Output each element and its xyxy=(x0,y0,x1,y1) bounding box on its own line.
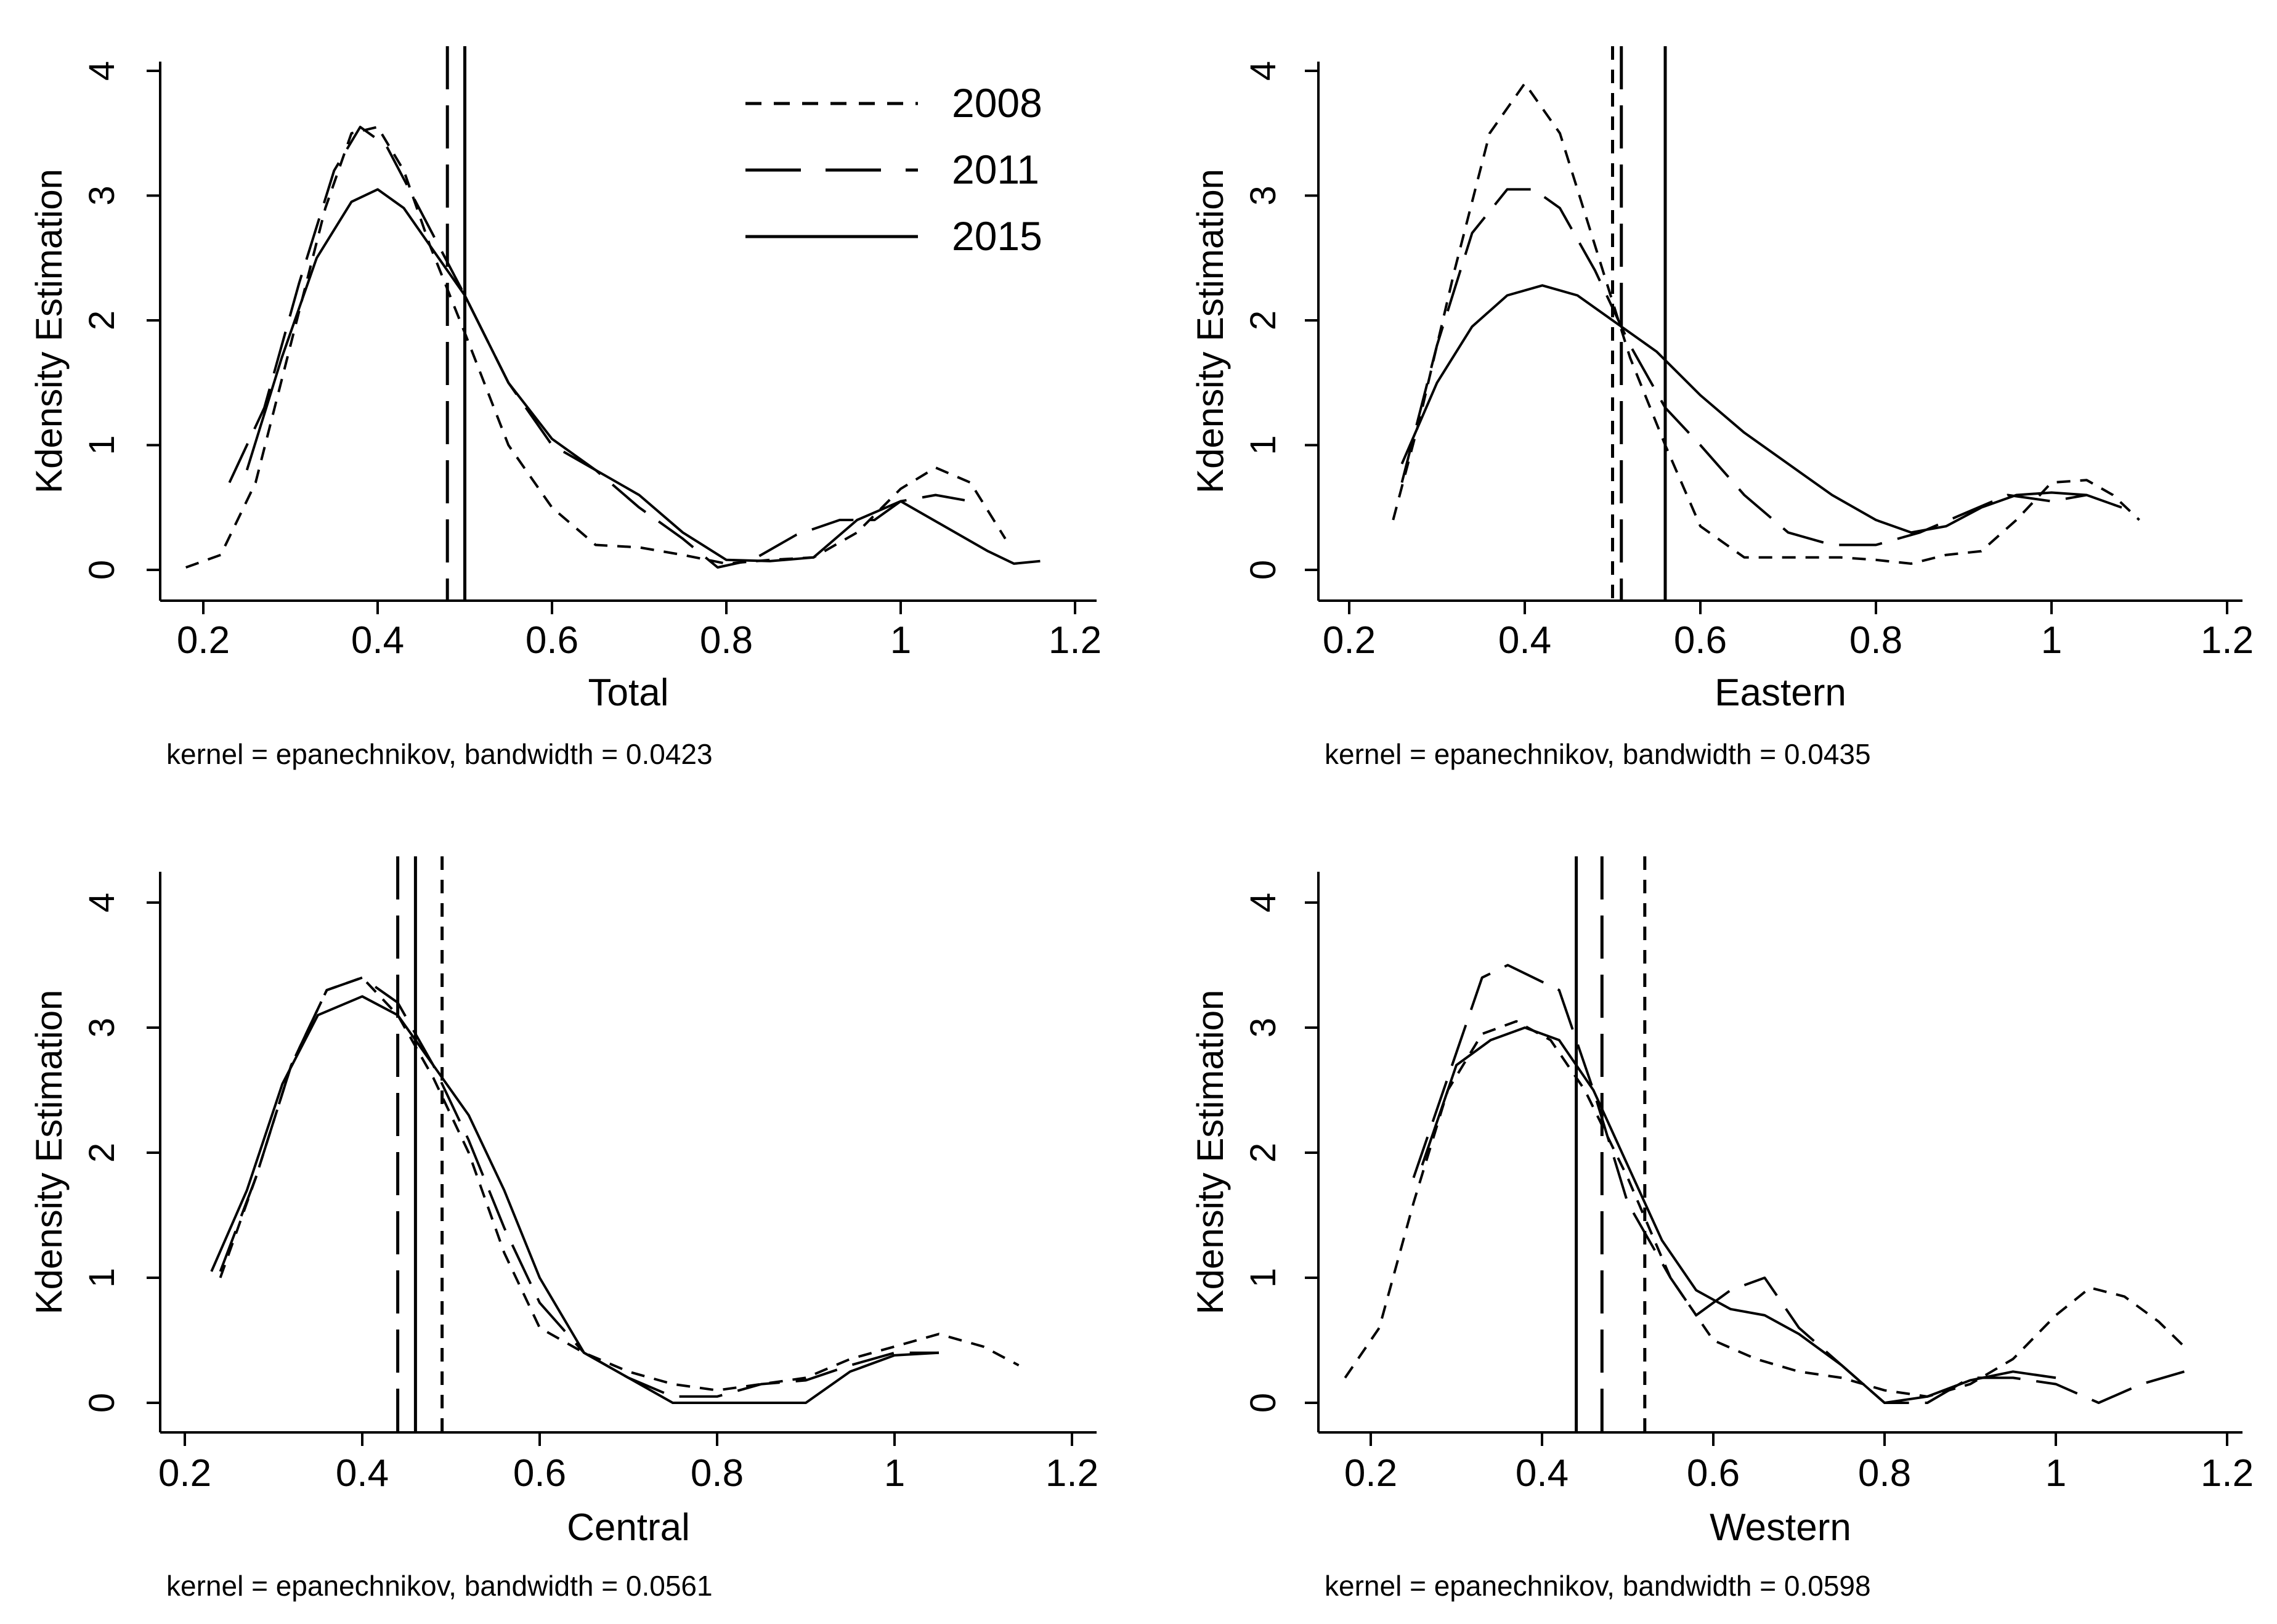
y-tick-label: 3 xyxy=(82,1018,122,1037)
series-line-2015 xyxy=(1400,284,2122,534)
y-tick-label: 4 xyxy=(82,893,122,912)
x-tick-label: 1.2 xyxy=(1045,1452,1098,1495)
y-tick-label: 4 xyxy=(1243,893,1283,912)
y-tick-label: 4 xyxy=(82,61,122,81)
panel-top-left: 0 1 2 3 4 0.2 0.4 0.6 0.8 1 1.2 Total Kdensity Estim… xyxy=(28,46,1102,770)
x-tick-label: 0.2 xyxy=(158,1452,211,1495)
y-tick-label: 0 xyxy=(1243,1393,1283,1413)
x-tick-label: 0.4 xyxy=(336,1452,389,1495)
series-line-2008 xyxy=(1344,1020,2185,1398)
y-axis-title: Kdensity Estimation xyxy=(28,169,70,493)
series-line-2011 xyxy=(228,126,971,569)
y-tick-label: 0 xyxy=(82,560,122,580)
legend-label-2015: 2015 xyxy=(952,213,1042,259)
y-tick-label: 1 xyxy=(82,1268,122,1288)
x-tick-label: 0.4 xyxy=(1516,1452,1569,1495)
x-axis-title: Total xyxy=(588,672,669,714)
x-axis-title: Western xyxy=(1710,1506,1851,1549)
y-tick-label: 3 xyxy=(1243,185,1283,205)
x-tick-label: 0.6 xyxy=(1687,1452,1740,1495)
x-tick-label: 1.2 xyxy=(2201,1452,2254,1495)
x-tick-label: 0.8 xyxy=(1849,619,1902,662)
x-tick-label: 0.6 xyxy=(526,619,578,662)
y-tick-label: 1 xyxy=(1243,1268,1283,1288)
y-tick-label: 2 xyxy=(82,311,122,330)
y-tick-label: 0 xyxy=(1243,560,1283,580)
series-line-2011 xyxy=(1412,964,2185,1404)
x-tick-label: 1 xyxy=(2041,619,2062,662)
series-line-2008 xyxy=(185,126,1007,569)
legend-label-2011: 2011 xyxy=(952,147,1039,192)
x-tick-label: 0.8 xyxy=(1858,1452,1911,1495)
series-line-2015 xyxy=(245,188,1041,565)
x-tick-label: 0.4 xyxy=(351,619,404,662)
series-line-2011 xyxy=(219,976,939,1398)
series-line-2011 xyxy=(1400,188,2087,546)
series-line-2015 xyxy=(210,995,940,1404)
kernel-note: kernel = epanechnikov, bandwidth = 0.042… xyxy=(166,738,713,770)
x-tick-label: 1.2 xyxy=(2201,619,2254,662)
panel-top-right: 0 1 2 3 4 0.2 0.4 0.6 0.8 1 1.2 Eastern Kdensity Est… xyxy=(1190,46,2254,770)
x-tick-label: 1.2 xyxy=(1049,619,1102,662)
legend: 2008 2011 2015 xyxy=(745,80,1042,259)
y-tick-label: 3 xyxy=(82,185,122,205)
legend-label-2008: 2008 xyxy=(952,80,1042,126)
y-tick-label: 3 xyxy=(1243,1018,1283,1037)
panel-bottom-left: 0 1 2 3 4 0.2 0.4 0.6 0.8 1 1.2 Central Kdensity Est… xyxy=(28,856,1098,1602)
y-tick-label: 4 xyxy=(1243,61,1283,81)
y-axis-title: Kdensity Estimation xyxy=(1190,169,1231,493)
x-tick-label: 1 xyxy=(890,619,911,662)
y-tick-label: 1 xyxy=(1243,435,1283,455)
y-tick-label: 2 xyxy=(1243,311,1283,330)
y-tick-label: 0 xyxy=(82,1393,122,1413)
x-tick-label: 0.6 xyxy=(513,1452,566,1495)
x-axis-title: Eastern xyxy=(1715,672,1846,714)
y-axis-title: Kdensity Estimation xyxy=(1190,990,1231,1315)
y-tick-label: 2 xyxy=(1243,1143,1283,1163)
kernel-note: kernel = epanechnikov, bandwidth = 0.056… xyxy=(166,1570,713,1602)
y-axis-title: Kdensity Estimation xyxy=(28,990,70,1315)
x-tick-label: 1 xyxy=(2045,1452,2066,1495)
x-tick-label: 0.8 xyxy=(700,619,753,662)
x-tick-label: 0.2 xyxy=(1344,1452,1397,1495)
panel-bottom-right: 0 1 2 3 4 0.2 0.4 0.6 0.8 1 1.2 Western Kdensity Est… xyxy=(1190,856,2254,1602)
kernel-note: kernel = epanechnikov, bandwidth = 0.059… xyxy=(1325,1570,1871,1602)
x-axis-title: Central xyxy=(567,1506,690,1549)
y-tick-label: 1 xyxy=(82,435,122,455)
x-tick-label: 0.4 xyxy=(1498,619,1551,662)
x-tick-label: 0.2 xyxy=(1323,619,1376,662)
y-tick-label: 2 xyxy=(82,1143,122,1163)
series-line-2008 xyxy=(1392,82,2140,565)
x-tick-label: 0.8 xyxy=(691,1452,744,1495)
x-tick-label: 0.2 xyxy=(177,619,230,662)
series-line-2015 xyxy=(1421,1026,2056,1404)
kernel-note: kernel = epanechnikov, bandwidth = 0.043… xyxy=(1325,738,1871,770)
series-line-2008 xyxy=(219,976,1020,1392)
x-tick-label: 1 xyxy=(884,1452,905,1495)
x-tick-label: 0.6 xyxy=(1674,619,1727,662)
